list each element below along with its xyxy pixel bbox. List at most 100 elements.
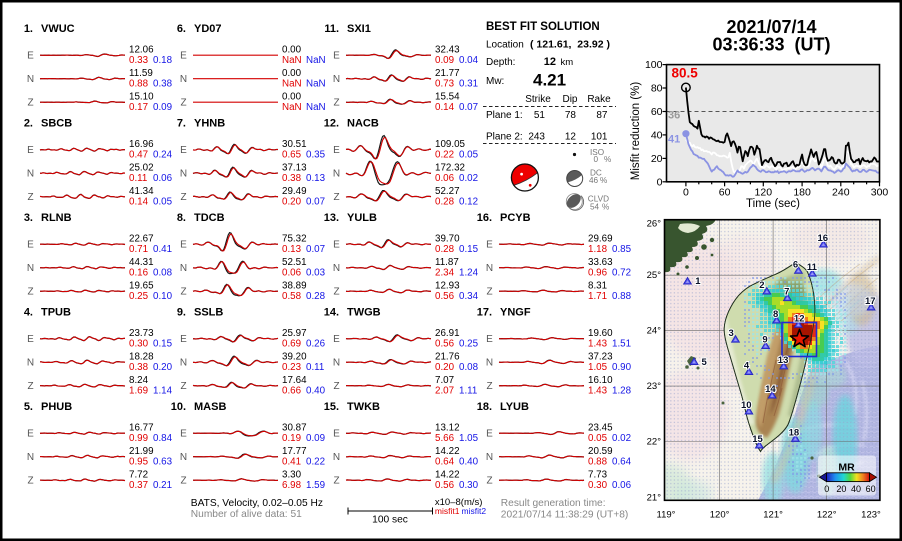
svg-text:0.40: 0.40 <box>306 385 326 396</box>
svg-text:E: E <box>27 334 34 345</box>
svg-text:24°: 24° <box>647 326 662 337</box>
svg-text:44.31: 44.31 <box>129 257 154 268</box>
svg-text:80.5: 80.5 <box>672 66 699 81</box>
svg-text:7.72: 7.72 <box>129 470 148 481</box>
svg-text:Z: Z <box>27 381 33 392</box>
svg-text:Z: Z <box>180 287 186 298</box>
svg-text:E: E <box>486 429 493 440</box>
svg-text:YHNB: YHNB <box>194 118 225 130</box>
svg-text:14.22: 14.22 <box>435 470 460 481</box>
svg-text:54: 54 <box>590 203 600 212</box>
svg-text:E: E <box>27 429 34 440</box>
svg-text:NaN: NaN <box>306 78 326 89</box>
svg-text:0.90: 0.90 <box>612 362 632 373</box>
svg-text:0.20: 0.20 <box>153 362 173 373</box>
svg-text:0.30: 0.30 <box>459 480 479 491</box>
svg-text:0.06: 0.06 <box>612 480 632 491</box>
svg-text:1.: 1. <box>24 23 33 35</box>
svg-text:E: E <box>180 429 187 440</box>
svg-text:23.45: 23.45 <box>588 423 613 434</box>
svg-text:1.05: 1.05 <box>459 433 479 444</box>
svg-text:0.25: 0.25 <box>459 338 479 349</box>
svg-text:0.88: 0.88 <box>588 456 608 467</box>
svg-text:100 sec: 100 sec <box>372 515 408 526</box>
svg-text:1: 1 <box>695 276 701 287</box>
svg-text:DC: DC <box>590 169 602 178</box>
svg-text:03:36:33 (UT): 03:36:33 (UT) <box>712 34 830 54</box>
svg-text:119°: 119° <box>657 510 676 521</box>
svg-text:0.64: 0.64 <box>435 456 455 467</box>
svg-text:0.24: 0.24 <box>153 149 173 160</box>
svg-text:8.24: 8.24 <box>129 375 149 386</box>
svg-text:18.: 18. <box>477 401 492 413</box>
svg-text:N: N <box>333 358 340 369</box>
svg-text:0.37: 0.37 <box>129 480 148 491</box>
svg-text:0.38: 0.38 <box>282 173 302 184</box>
svg-text:YULB: YULB <box>347 212 377 224</box>
svg-text:Rake: Rake <box>587 94 611 105</box>
svg-text:0.00: 0.00 <box>282 45 302 56</box>
svg-text:Dip: Dip <box>562 94 577 105</box>
svg-text:TWKB: TWKB <box>347 401 380 413</box>
svg-text:Z: Z <box>27 98 33 109</box>
svg-text:Number of alive data: 51: Number of alive data: 51 <box>191 509 302 520</box>
svg-text:0.30: 0.30 <box>129 338 149 349</box>
svg-text:N: N <box>180 74 187 85</box>
svg-text:33.63: 33.63 <box>588 257 613 268</box>
svg-text:0.18: 0.18 <box>153 55 173 66</box>
svg-text:37.13: 37.13 <box>282 163 307 174</box>
svg-text:N: N <box>333 74 340 85</box>
svg-text:E: E <box>27 145 34 156</box>
svg-text:BEST FIT SOLUTION: BEST FIT SOLUTION <box>486 21 600 33</box>
svg-text:25.97: 25.97 <box>282 328 307 339</box>
svg-text:0.00: 0.00 <box>282 92 302 103</box>
svg-text:17.64: 17.64 <box>282 375 307 386</box>
svg-text:25.02: 25.02 <box>129 163 154 174</box>
svg-text:E: E <box>333 334 340 345</box>
svg-text:26°: 26° <box>647 219 662 230</box>
svg-text:23.73: 23.73 <box>129 328 154 339</box>
svg-text:N: N <box>180 358 187 369</box>
svg-text:0.95: 0.95 <box>129 456 149 467</box>
svg-text:Location: Location <box>486 40 524 51</box>
svg-text:0.09: 0.09 <box>306 433 325 444</box>
svg-text:0.06: 0.06 <box>282 267 302 278</box>
svg-text:0.03: 0.03 <box>306 267 326 278</box>
svg-text:%: % <box>600 176 607 185</box>
svg-text:22.67: 22.67 <box>129 234 154 245</box>
svg-text:Z: Z <box>180 98 186 109</box>
svg-text:0.85: 0.85 <box>612 244 632 255</box>
svg-text:0.31: 0.31 <box>459 78 478 89</box>
svg-text:N: N <box>333 452 340 463</box>
svg-text:15.10: 15.10 <box>129 92 154 103</box>
svg-text:40: 40 <box>651 129 663 141</box>
svg-text:0.10: 0.10 <box>153 291 173 302</box>
svg-text:80: 80 <box>651 83 663 95</box>
svg-text:N: N <box>180 263 187 274</box>
svg-text:E: E <box>486 334 493 345</box>
svg-text:NaN: NaN <box>282 78 302 89</box>
svg-text:0.20: 0.20 <box>435 362 455 373</box>
svg-text:18: 18 <box>789 427 800 438</box>
svg-text:%: % <box>602 203 609 212</box>
svg-text:30.51: 30.51 <box>282 139 307 150</box>
svg-text:PHUB: PHUB <box>41 401 72 413</box>
svg-text:0.88: 0.88 <box>612 291 632 302</box>
svg-text:N: N <box>27 169 34 180</box>
svg-text:121°: 121° <box>763 510 783 521</box>
svg-text:17.77: 17.77 <box>282 446 307 457</box>
svg-text:N: N <box>333 263 340 274</box>
svg-text:16.96: 16.96 <box>129 139 154 150</box>
svg-text:20: 20 <box>836 484 846 494</box>
svg-text:60: 60 <box>651 106 663 118</box>
svg-text:YNGF: YNGF <box>500 307 531 319</box>
svg-text:0.56: 0.56 <box>435 338 455 349</box>
svg-text:0.58: 0.58 <box>282 291 302 302</box>
svg-text:0.30: 0.30 <box>588 480 608 491</box>
svg-text:E: E <box>333 429 340 440</box>
svg-text:0.69: 0.69 <box>282 338 301 349</box>
svg-text:0.66: 0.66 <box>282 385 302 396</box>
svg-text:16.: 16. <box>477 212 492 224</box>
svg-text:1.43: 1.43 <box>588 338 608 349</box>
svg-text:0.15: 0.15 <box>153 338 173 349</box>
